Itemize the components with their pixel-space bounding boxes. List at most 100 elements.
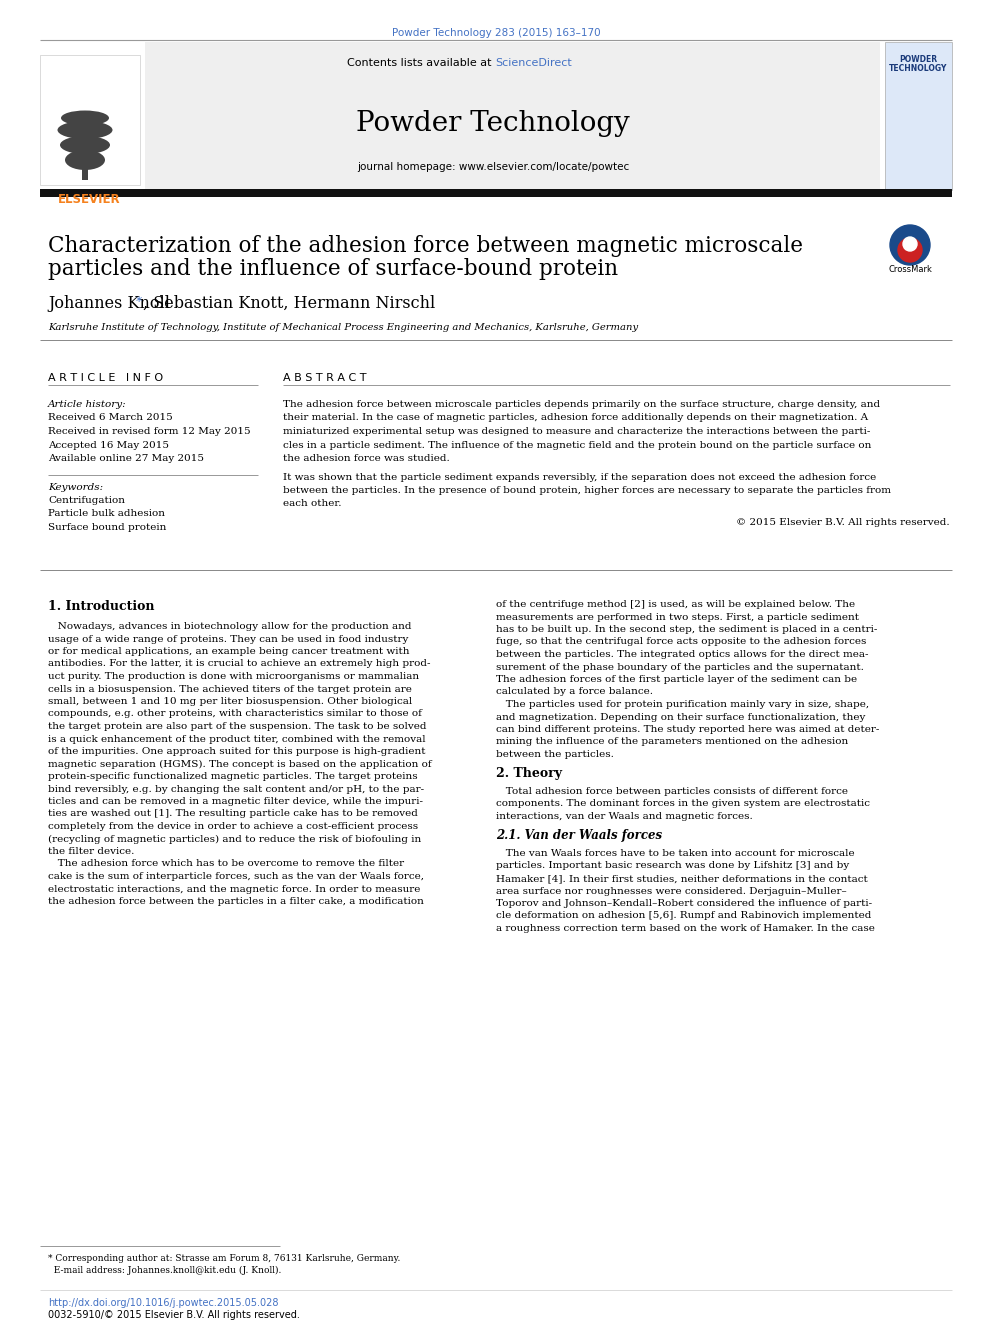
Text: small, between 1 and 10 mg per liter biosuspension. Other biological: small, between 1 and 10 mg per liter bio… xyxy=(48,697,413,706)
Text: cles in a particle sediment. The influence of the magnetic field and the protein: cles in a particle sediment. The influen… xyxy=(283,441,871,450)
Text: journal homepage: www.elsevier.com/locate/powtec: journal homepage: www.elsevier.com/locat… xyxy=(357,161,629,172)
Text: Powder Technology: Powder Technology xyxy=(356,110,630,138)
Text: Toporov and Johnson–Kendall–Robert considered the influence of parti-: Toporov and Johnson–Kendall–Robert consi… xyxy=(496,900,872,908)
Text: can bind different proteins. The study reported here was aimed at deter-: can bind different proteins. The study r… xyxy=(496,725,879,734)
Text: A B S T R A C T: A B S T R A C T xyxy=(283,373,366,382)
Bar xyxy=(145,42,880,191)
Text: particles. Important basic research was done by Lifshitz [3] and by: particles. Important basic research was … xyxy=(496,861,849,871)
Circle shape xyxy=(903,237,917,251)
Text: compounds, e.g. other proteins, with characteristics similar to those of: compounds, e.g. other proteins, with cha… xyxy=(48,709,422,718)
Text: magnetic separation (HGMS). The concept is based on the application of: magnetic separation (HGMS). The concept … xyxy=(48,759,432,769)
Text: The adhesion force between microscale particles depends primarily on the surface: The adhesion force between microscale pa… xyxy=(283,400,880,409)
Text: A R T I C L E   I N F O: A R T I C L E I N F O xyxy=(48,373,163,382)
Bar xyxy=(82,155,88,180)
Text: Powder Technology 283 (2015) 163–170: Powder Technology 283 (2015) 163–170 xyxy=(392,28,600,38)
Text: between the particles. The integrated optics allows for the direct mea-: between the particles. The integrated op… xyxy=(496,650,869,659)
Text: interactions, van der Waals and magnetic forces.: interactions, van der Waals and magnetic… xyxy=(496,812,753,822)
Text: uct purity. The production is done with microorganisms or mammalian: uct purity. The production is done with … xyxy=(48,672,420,681)
Text: usage of a wide range of proteins. They can be used in food industry: usage of a wide range of proteins. They … xyxy=(48,635,409,643)
Text: Total adhesion force between particles consists of different force: Total adhesion force between particles c… xyxy=(496,787,848,796)
Text: of the impurities. One approach suited for this purpose is high-gradient: of the impurities. One approach suited f… xyxy=(48,747,426,755)
Text: ticles and can be removed in a magnetic filter device, while the impuri-: ticles and can be removed in a magnetic … xyxy=(48,796,423,806)
Text: antibodies. For the latter, it is crucial to achieve an extremely high prod-: antibodies. For the latter, it is crucia… xyxy=(48,659,431,668)
Text: Particle bulk adhesion: Particle bulk adhesion xyxy=(48,509,165,519)
Text: ScienceDirect: ScienceDirect xyxy=(495,58,571,67)
Text: 0032-5910/© 2015 Elsevier B.V. All rights reserved.: 0032-5910/© 2015 Elsevier B.V. All right… xyxy=(48,1310,300,1320)
Bar xyxy=(40,56,140,185)
Text: Keywords:: Keywords: xyxy=(48,483,103,492)
Text: ELSEVIER: ELSEVIER xyxy=(58,193,120,206)
Bar xyxy=(885,42,952,191)
Text: cells in a biosuspension. The achieved titers of the target protein are: cells in a biosuspension. The achieved t… xyxy=(48,684,412,693)
Text: and magnetization. Depending on their surface functionalization, they: and magnetization. Depending on their su… xyxy=(496,713,865,721)
Text: the adhesion force between the particles in a filter cake, a modification: the adhesion force between the particles… xyxy=(48,897,424,906)
Text: * Corresponding author at: Strasse am Forum 8, 76131 Karlsruhe, Germany.: * Corresponding author at: Strasse am Fo… xyxy=(48,1254,401,1263)
Text: components. The dominant forces in the given system are electrostatic: components. The dominant forces in the g… xyxy=(496,799,870,808)
Text: a roughness correction term based on the work of Hamaker. In the case: a roughness correction term based on the… xyxy=(496,923,875,933)
Text: http://dx.doi.org/10.1016/j.powtec.2015.05.028: http://dx.doi.org/10.1016/j.powtec.2015.… xyxy=(48,1298,279,1308)
Text: Accepted 16 May 2015: Accepted 16 May 2015 xyxy=(48,441,169,450)
Bar xyxy=(40,189,952,197)
Text: calculated by a force balance.: calculated by a force balance. xyxy=(496,688,653,696)
Ellipse shape xyxy=(61,111,109,126)
Text: Hamaker [4]. In their first studies, neither deformations in the contact: Hamaker [4]. In their first studies, nei… xyxy=(496,875,868,882)
Text: each other.: each other. xyxy=(283,500,341,508)
Text: area surface nor roughnesses were considered. Derjaguin–Muller–: area surface nor roughnesses were consid… xyxy=(496,886,847,896)
Text: the target protein are also part of the suspension. The task to be solved: the target protein are also part of the … xyxy=(48,722,427,732)
Circle shape xyxy=(898,238,922,262)
Text: Article history:: Article history: xyxy=(48,400,127,409)
Text: has to be built up. In the second step, the sediment is placed in a centri-: has to be built up. In the second step, … xyxy=(496,624,877,634)
Text: Nowadays, advances in biotechnology allow for the production and: Nowadays, advances in biotechnology allo… xyxy=(48,622,412,631)
Text: cake is the sum of interparticle forces, such as the van der Waals force,: cake is the sum of interparticle forces,… xyxy=(48,872,424,881)
Text: 1. Introduction: 1. Introduction xyxy=(48,601,155,613)
Text: Centrifugation: Centrifugation xyxy=(48,496,125,505)
Text: is a quick enhancement of the product titer, combined with the removal: is a quick enhancement of the product ti… xyxy=(48,734,426,744)
Text: between the particles. In the presence of bound protein, higher forces are neces: between the particles. In the presence o… xyxy=(283,486,891,495)
Text: It was shown that the particle sediment expands reversibly, if the separation do: It was shown that the particle sediment … xyxy=(283,472,876,482)
Ellipse shape xyxy=(58,120,112,139)
Text: The adhesion force which has to be overcome to remove the filter: The adhesion force which has to be overc… xyxy=(48,860,404,868)
Text: or for medical applications, an example being cancer treatment with: or for medical applications, an example … xyxy=(48,647,410,656)
Text: the filter device.: the filter device. xyxy=(48,847,134,856)
Text: Karlsruhe Institute of Technology, Institute of Mechanical Process Engineering a: Karlsruhe Institute of Technology, Insti… xyxy=(48,323,638,332)
Text: protein-specific functionalized magnetic particles. The target proteins: protein-specific functionalized magnetic… xyxy=(48,773,418,781)
Text: electrostatic interactions, and the magnetic force. In order to measure: electrostatic interactions, and the magn… xyxy=(48,885,421,893)
Text: POWDER: POWDER xyxy=(899,56,937,64)
Text: surement of the phase boundary of the particles and the supernatant.: surement of the phase boundary of the pa… xyxy=(496,663,864,672)
Text: their material. In the case of magnetic particles, adhesion force additionally d: their material. In the case of magnetic … xyxy=(283,414,868,422)
Text: 2. Theory: 2. Theory xyxy=(496,767,562,781)
Text: Johannes Knoll: Johannes Knoll xyxy=(48,295,170,312)
Text: Characterization of the adhesion force between magnetic microscale: Characterization of the adhesion force b… xyxy=(48,235,803,257)
Text: TECHNOLOGY: TECHNOLOGY xyxy=(889,64,947,73)
Text: measurements are performed in two steps. First, a particle sediment: measurements are performed in two steps.… xyxy=(496,613,859,622)
Text: particles and the influence of surface-bound protein: particles and the influence of surface-b… xyxy=(48,258,618,280)
Text: the adhesion force was studied.: the adhesion force was studied. xyxy=(283,454,449,463)
Circle shape xyxy=(890,225,930,265)
Text: miniaturized experimental setup was designed to measure and characterize the int: miniaturized experimental setup was desi… xyxy=(283,427,870,437)
Text: The van Waals forces have to be taken into account for microscale: The van Waals forces have to be taken in… xyxy=(496,849,855,859)
Text: Received in revised form 12 May 2015: Received in revised form 12 May 2015 xyxy=(48,427,251,437)
Text: bind reversibly, e.g. by changing the salt content and/or pH, to the par-: bind reversibly, e.g. by changing the sa… xyxy=(48,785,425,794)
Text: 2.1. Van der Waals forces: 2.1. Van der Waals forces xyxy=(496,830,662,843)
Text: Available online 27 May 2015: Available online 27 May 2015 xyxy=(48,454,204,463)
Text: *: * xyxy=(136,295,142,308)
Text: between the particles.: between the particles. xyxy=(496,750,614,759)
Text: The particles used for protein purification mainly vary in size, shape,: The particles used for protein purificat… xyxy=(496,700,869,709)
Text: Contents lists available at: Contents lists available at xyxy=(347,58,495,67)
Text: ties are washed out [1]. The resulting particle cake has to be removed: ties are washed out [1]. The resulting p… xyxy=(48,810,418,819)
Text: cle deformation on adhesion [5,6]. Rumpf and Rabinovich implemented: cle deformation on adhesion [5,6]. Rumpf… xyxy=(496,912,871,921)
Text: (recycling of magnetic particles) and to reduce the risk of biofouling in: (recycling of magnetic particles) and to… xyxy=(48,835,422,844)
Text: E-mail address: Johannes.knoll@kit.edu (J. Knoll).: E-mail address: Johannes.knoll@kit.edu (… xyxy=(48,1266,282,1275)
Ellipse shape xyxy=(60,136,110,153)
Ellipse shape xyxy=(65,149,105,169)
Text: CrossMark: CrossMark xyxy=(888,265,931,274)
Text: Surface bound protein: Surface bound protein xyxy=(48,523,167,532)
Text: fuge, so that the centrifugal force acts opposite to the adhesion forces: fuge, so that the centrifugal force acts… xyxy=(496,638,866,647)
Text: mining the influence of the parameters mentioned on the adhesion: mining the influence of the parameters m… xyxy=(496,737,848,746)
Text: of the centrifuge method [2] is used, as will be explained below. The: of the centrifuge method [2] is used, as… xyxy=(496,601,855,609)
Text: The adhesion forces of the first particle layer of the sediment can be: The adhesion forces of the first particl… xyxy=(496,675,857,684)
Text: Received 6 March 2015: Received 6 March 2015 xyxy=(48,414,173,422)
Text: © 2015 Elsevier B.V. All rights reserved.: © 2015 Elsevier B.V. All rights reserved… xyxy=(736,519,950,527)
Text: completely from the device in order to achieve a cost-efficient process: completely from the device in order to a… xyxy=(48,822,418,831)
Text: , Sebastian Knott, Hermann Nirschl: , Sebastian Knott, Hermann Nirschl xyxy=(143,295,435,312)
